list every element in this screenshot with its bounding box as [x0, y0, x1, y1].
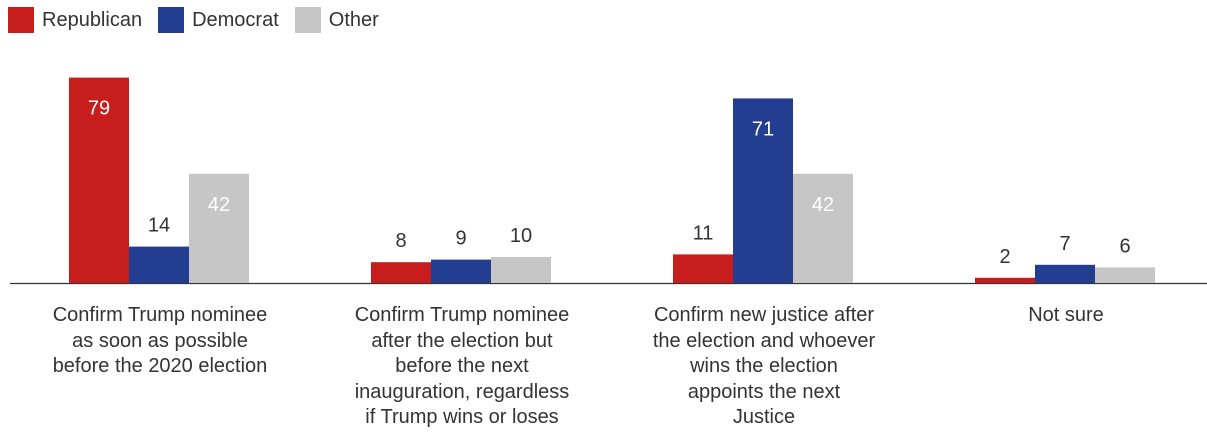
- data-label-other-2: 10: [510, 225, 532, 247]
- data-label-other-1: 42: [208, 194, 230, 216]
- data-label-other-3: 42: [812, 194, 834, 216]
- data-label-republican-4: 2: [999, 246, 1010, 268]
- data-label-republican-1: 79: [88, 98, 110, 120]
- bar-democrat-4: [1035, 265, 1095, 283]
- data-label-other-4: 6: [1119, 235, 1130, 257]
- data-label-democrat-3: 71: [752, 118, 774, 140]
- data-label-democrat-2: 9: [455, 228, 466, 250]
- category-label-4: Not sure: [921, 303, 1207, 329]
- bar-other-1: [189, 174, 249, 283]
- category-label-1: Confirm Trump nominee as soon as possibl…: [15, 303, 305, 380]
- category-label-2: Confirm Trump nominee after the election…: [317, 303, 607, 431]
- bar-republican-4: [975, 278, 1035, 283]
- bar-other-4: [1095, 267, 1155, 283]
- bar-democrat-1: [129, 247, 189, 283]
- data-label-republican-3: 11: [693, 222, 714, 244]
- bar-republican-3: [673, 254, 733, 283]
- bar-democrat-2: [431, 260, 491, 283]
- bar-other-3: [793, 174, 853, 283]
- data-label-democrat-1: 14: [148, 215, 170, 237]
- bar-republican-2: [371, 262, 431, 283]
- bar-other-2: [491, 257, 551, 283]
- data-label-democrat-4: 7: [1059, 233, 1070, 255]
- data-label-republican-2: 8: [395, 230, 406, 252]
- category-label-3: Confirm new justice after the election a…: [619, 303, 909, 431]
